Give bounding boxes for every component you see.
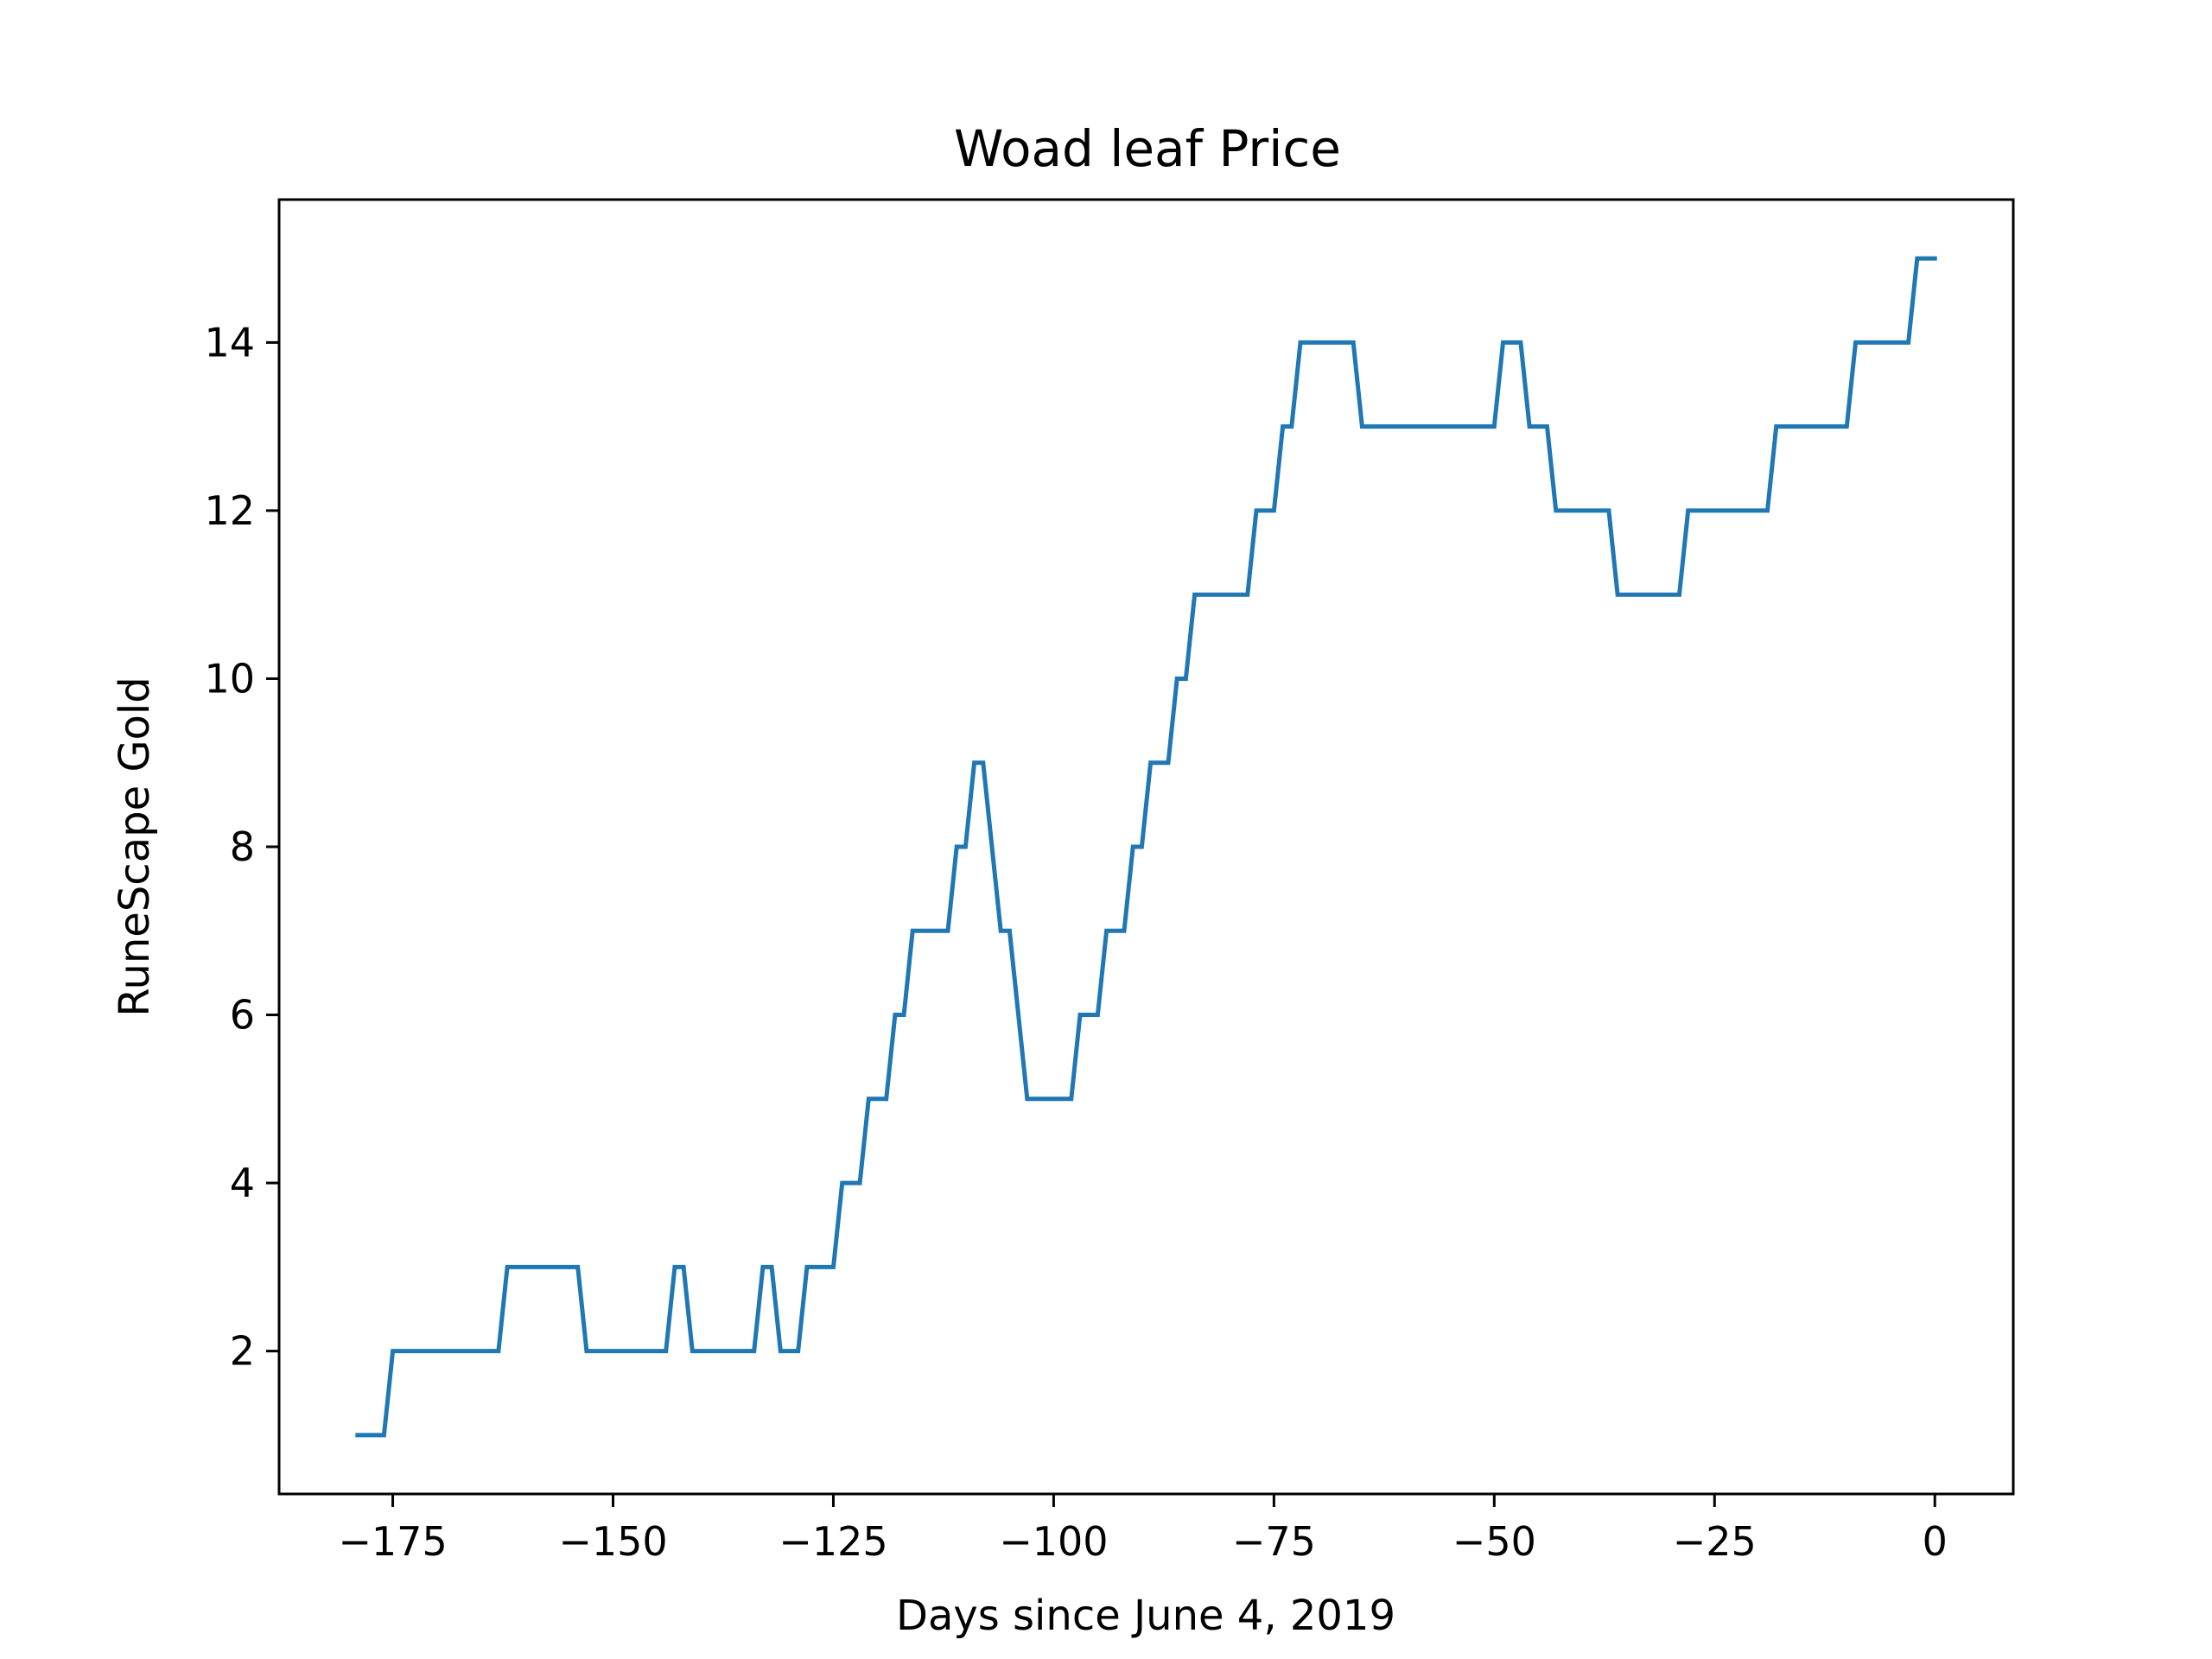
y-tick-label: 2 [230, 1328, 255, 1375]
chart-title: Woad leaf Price [954, 119, 1341, 178]
x-tick-label: −150 [558, 1518, 667, 1565]
x-tick-label: −175 [338, 1518, 447, 1565]
plot-area [355, 256, 1937, 1438]
y-tick-label: 14 [204, 319, 255, 365]
x-tick-label: −50 [1452, 1518, 1536, 1565]
price-series-line [355, 256, 1937, 1438]
y-tick-label: 8 [230, 823, 255, 870]
x-axis: −175 −150 −125 −100 −75 −50 −25 0 [338, 1494, 1948, 1565]
y-axis: 2 4 6 8 10 12 14 [204, 319, 279, 1375]
y-tick-label: 12 [204, 487, 255, 534]
y-tick-label: 4 [230, 1160, 255, 1206]
x-tick-label: −125 [779, 1518, 887, 1565]
x-tick-label: −75 [1232, 1518, 1316, 1565]
y-tick-label: 6 [230, 992, 255, 1039]
x-tick-label: −25 [1673, 1518, 1757, 1565]
x-axis-label: Days since June 4, 2019 [896, 1592, 1395, 1640]
y-tick-label: 10 [204, 655, 255, 702]
y-axis-label: RuneScape Gold [111, 677, 159, 1016]
x-tick-label: 0 [1923, 1518, 1948, 1565]
x-tick-label: −100 [999, 1518, 1108, 1565]
